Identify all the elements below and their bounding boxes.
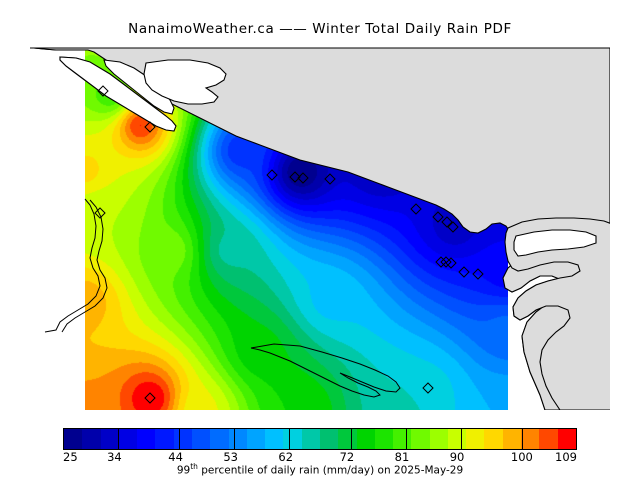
colorbar-tick-labels: 25 34 44 53 62 72 81 90 100 109 bbox=[0, 450, 640, 464]
colorbar-segment-11 bbox=[265, 429, 284, 449]
colorbar-label-109: 109 bbox=[555, 450, 577, 464]
map-panel bbox=[30, 45, 610, 410]
colorbar-segment-6 bbox=[173, 429, 192, 449]
station-marker-2[interactable] bbox=[94, 207, 106, 219]
water-inlet-overlay-2 bbox=[143, 59, 227, 105]
station-marker-1[interactable] bbox=[144, 121, 156, 133]
station-marker-13[interactable] bbox=[445, 257, 457, 269]
station-marker-7[interactable] bbox=[410, 203, 422, 215]
colorbar-segment-13 bbox=[301, 429, 320, 449]
colorbar-segment-25 bbox=[521, 429, 540, 449]
colorbar-segment-23 bbox=[484, 429, 503, 449]
colorbar-segment-10 bbox=[246, 429, 266, 449]
colorbar-label-62: 62 bbox=[278, 450, 294, 464]
colorbar-segment-17 bbox=[374, 429, 394, 449]
colorbar-segment-5 bbox=[155, 429, 174, 449]
colorbar-label-34: 34 bbox=[107, 450, 122, 464]
station-marker-4[interactable] bbox=[289, 171, 301, 183]
colorbar-segment-2 bbox=[100, 429, 119, 449]
caption-text: percentile of daily rain (mm/day) on 202… bbox=[197, 464, 464, 477]
colorbar-segment-4 bbox=[137, 429, 156, 449]
colorbar-segment-21 bbox=[447, 429, 467, 449]
colorbar-segment-9 bbox=[228, 429, 247, 449]
water-inlet-overlay-0 bbox=[59, 56, 177, 132]
colorbar-segment-0 bbox=[64, 429, 83, 449]
colorbar-segment-1 bbox=[82, 429, 101, 449]
colorbar-segment-16 bbox=[356, 429, 375, 449]
colorbar-segment-7 bbox=[191, 429, 211, 449]
colorbar[interactable] bbox=[63, 428, 577, 450]
colorbar-segment-3 bbox=[118, 429, 138, 449]
station-marker-6[interactable] bbox=[324, 173, 336, 185]
station-marker-0[interactable] bbox=[97, 85, 109, 97]
colorbar-segment-20 bbox=[429, 429, 448, 449]
station-marker-10[interactable] bbox=[447, 221, 459, 233]
station-marker-14[interactable] bbox=[458, 266, 470, 278]
landmass-overlay-1 bbox=[504, 217, 610, 410]
station-marker-5[interactable] bbox=[297, 172, 309, 184]
water-inlet-overlay-1 bbox=[103, 59, 175, 115]
coastline-detail-0 bbox=[44, 198, 101, 333]
colorbar-segment-8 bbox=[210, 429, 229, 449]
colorbar-gradient bbox=[63, 428, 577, 450]
page-title: NanaimoWeather.ca —— Winter Total Daily … bbox=[128, 21, 512, 37]
colorbar-segment-15 bbox=[338, 429, 357, 449]
coastline-and-stations-overlay bbox=[30, 47, 610, 410]
caption-ordinal: th bbox=[190, 462, 198, 471]
colorbar-segment-12 bbox=[283, 429, 302, 449]
colorbar-segment-26 bbox=[539, 429, 558, 449]
colorbar-label-72: 72 bbox=[339, 450, 355, 464]
colorbar-caption: 99th percentile of daily rain (mm/day) o… bbox=[0, 462, 640, 477]
colorbar-segment-19 bbox=[411, 429, 430, 449]
coastline-detail-2 bbox=[250, 343, 401, 398]
station-marker-9[interactable] bbox=[441, 216, 453, 228]
colorbar-segment-18 bbox=[393, 429, 412, 449]
colorbar-label-53: 53 bbox=[223, 450, 238, 464]
station-marker-16[interactable] bbox=[422, 382, 434, 394]
colorbar-label-81: 81 bbox=[394, 450, 410, 464]
colorbar-label-100: 100 bbox=[510, 450, 533, 464]
colorbar-segment-14 bbox=[319, 429, 339, 449]
colorbar-label-25: 25 bbox=[63, 450, 78, 464]
coastline-detail-1 bbox=[61, 199, 108, 333]
colorbar-label-90: 90 bbox=[449, 450, 465, 464]
colorbar-segment-27 bbox=[557, 429, 576, 449]
caption-value: 99 bbox=[176, 464, 191, 477]
station-marker-11[interactable] bbox=[435, 256, 447, 268]
station-marker-3[interactable] bbox=[266, 169, 278, 181]
colorbar-label-44: 44 bbox=[168, 450, 183, 464]
water-inlet-overlay-3 bbox=[513, 229, 597, 257]
station-marker-8[interactable] bbox=[432, 211, 444, 223]
station-marker-17[interactable] bbox=[144, 392, 156, 404]
colorbar-segment-24 bbox=[502, 429, 522, 449]
station-marker-15[interactable] bbox=[472, 268, 484, 280]
colorbar-segment-22 bbox=[466, 429, 485, 449]
